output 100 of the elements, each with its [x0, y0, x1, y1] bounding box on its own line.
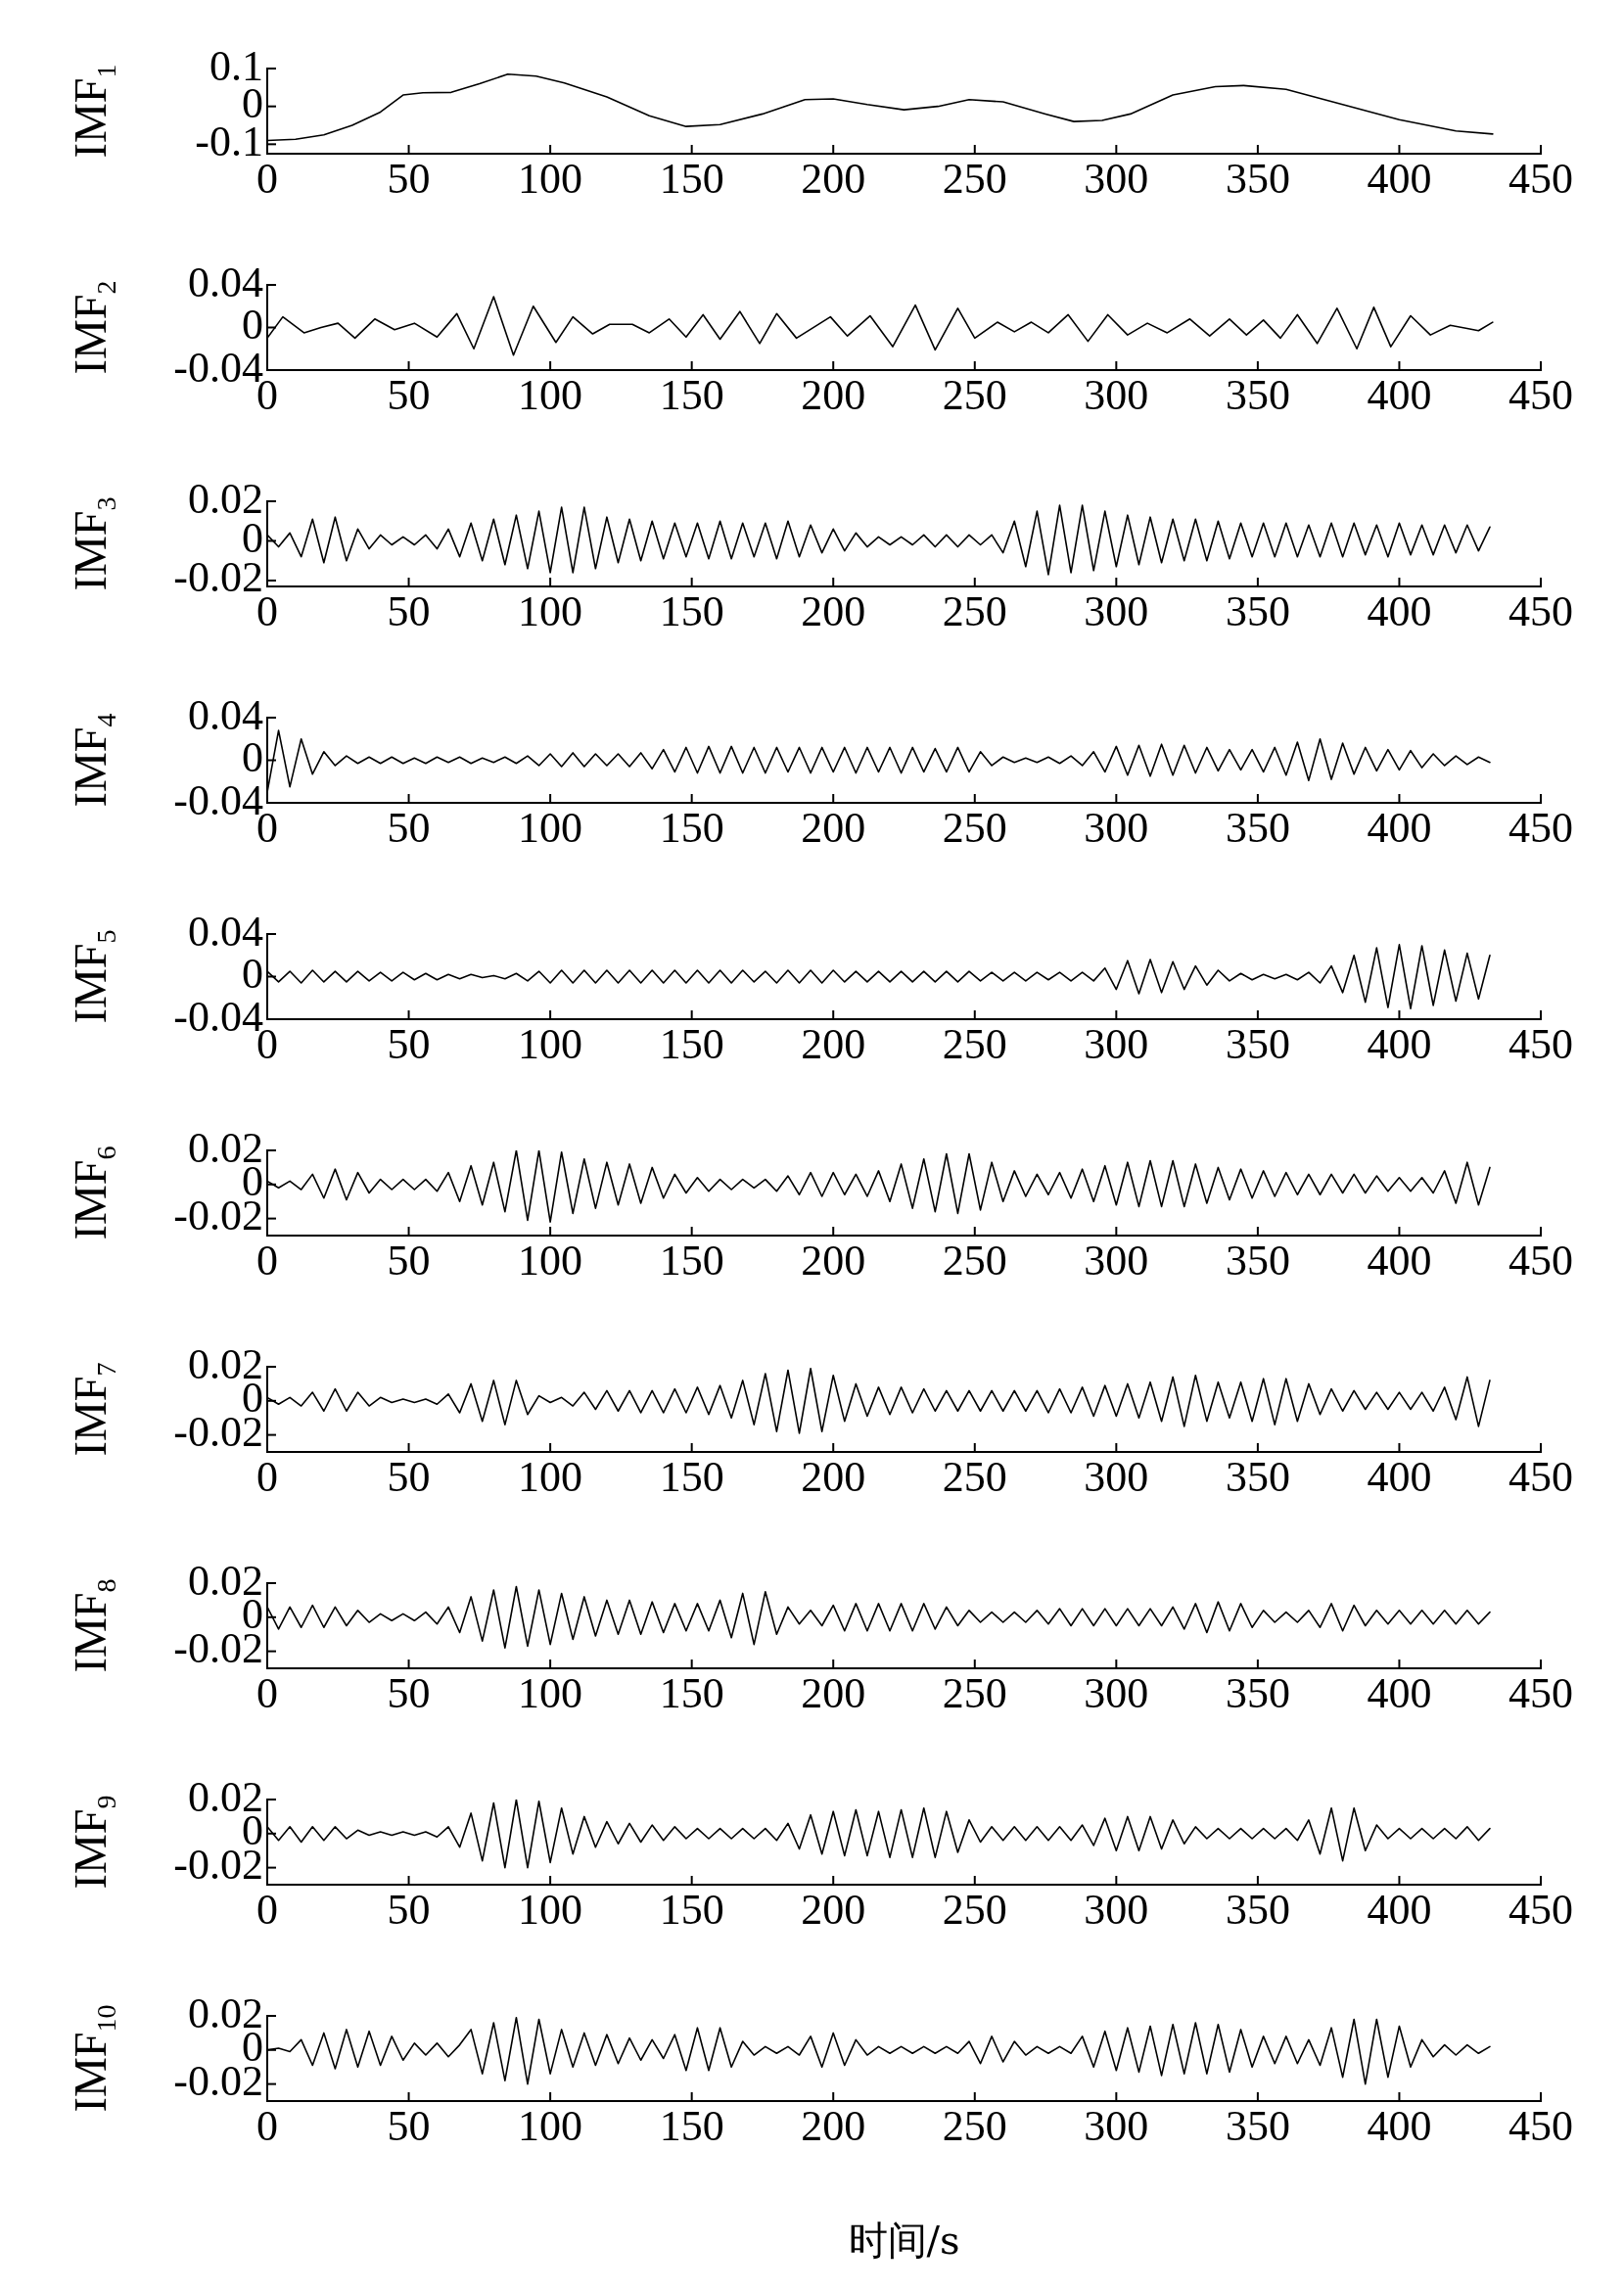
x-tick-label: 200 — [801, 1019, 866, 1068]
x-tick-label: 450 — [1508, 154, 1573, 203]
x-tick-label: 200 — [801, 154, 866, 203]
x-tick-label: 450 — [1508, 586, 1573, 635]
x-tick-label: 250 — [942, 586, 1007, 635]
x-tick-label: 200 — [801, 586, 866, 635]
y-axis-title: IMF9 — [66, 1795, 121, 1890]
x-tick-label: 400 — [1367, 154, 1432, 203]
x-tick-label: 100 — [518, 154, 583, 203]
x-tick-label: 50 — [387, 154, 431, 203]
x-tick-label: 400 — [1367, 2101, 1432, 2150]
x-tick-label: 150 — [659, 586, 724, 635]
y-axis-title: IMF5 — [66, 929, 121, 1024]
x-tick-label: 300 — [1084, 1452, 1149, 1501]
x-tick-label: 250 — [942, 2101, 1007, 2150]
x-tick-label: 250 — [942, 1236, 1007, 1285]
x-tick-label: 50 — [387, 1885, 431, 1934]
x-tick-label: 150 — [659, 1452, 724, 1501]
x-tick-label: 350 — [1225, 1452, 1290, 1501]
x-tick-label: 50 — [387, 1668, 431, 1717]
x-tick-label: 450 — [1508, 803, 1573, 852]
y-axis-title: IMF1 — [66, 64, 121, 159]
x-tick-label: 350 — [1225, 1236, 1290, 1285]
x-tick-label: 50 — [387, 1019, 431, 1068]
x-tick-label: 350 — [1225, 2101, 1290, 2150]
x-tick-label: 250 — [942, 1668, 1007, 1717]
x-tick-label: 300 — [1084, 586, 1149, 635]
x-tick-label: 450 — [1508, 1885, 1573, 1934]
x-tick-label: 400 — [1367, 1452, 1432, 1501]
y-axis-title: IMF3 — [66, 496, 121, 591]
x-tick-label: 250 — [942, 1452, 1007, 1501]
x-tick-label: 400 — [1367, 803, 1432, 852]
x-tick-label: 350 — [1225, 1885, 1290, 1934]
x-tick-label: 450 — [1508, 370, 1573, 419]
x-tick-label: 100 — [518, 803, 583, 852]
y-axis-title: IMF4 — [66, 713, 121, 808]
x-tick-label: 200 — [801, 1452, 866, 1501]
x-tick-label: 50 — [387, 586, 431, 635]
x-tick-label: 150 — [659, 1019, 724, 1068]
x-tick-label: 400 — [1367, 586, 1432, 635]
x-tick-label: 100 — [518, 1236, 583, 1285]
x-tick-label: 150 — [659, 803, 724, 852]
x-tick-label: 400 — [1367, 1885, 1432, 1934]
x-tick-label: 150 — [659, 1236, 724, 1285]
x-tick-label: 200 — [801, 803, 866, 852]
x-tick-label: 300 — [1084, 154, 1149, 203]
x-tick-label: 350 — [1225, 370, 1290, 419]
x-tick-label: 300 — [1084, 1668, 1149, 1717]
x-tick-label: 50 — [387, 370, 431, 419]
x-tick-label: 150 — [659, 2101, 724, 2150]
x-tick-label: 450 — [1508, 1019, 1573, 1068]
x-tick-label: 450 — [1508, 2101, 1573, 2150]
x-tick-label: 300 — [1084, 803, 1149, 852]
x-tick-label: 200 — [801, 1236, 866, 1285]
x-tick-label: 250 — [942, 154, 1007, 203]
x-tick-label: 150 — [659, 1885, 724, 1934]
x-tick-label: 50 — [387, 2101, 431, 2150]
x-tick-label: 450 — [1508, 1668, 1573, 1717]
y-axis-title: IMF6 — [66, 1146, 121, 1240]
x-tick-label: 250 — [942, 1019, 1007, 1068]
x-tick-label: 400 — [1367, 1236, 1432, 1285]
x-tick-label: 100 — [518, 1885, 583, 1934]
x-tick-label: 50 — [387, 1452, 431, 1501]
x-tick-label: 100 — [518, 370, 583, 419]
x-tick-label: 100 — [518, 1668, 583, 1717]
x-tick-label: 200 — [801, 1885, 866, 1934]
x-tick-label: 450 — [1508, 1236, 1573, 1285]
x-tick-label: 350 — [1225, 586, 1290, 635]
x-tick-label: 100 — [518, 2101, 583, 2150]
x-tick-label: 100 — [518, 1019, 583, 1068]
x-tick-label: 350 — [1225, 1668, 1290, 1717]
x-tick-label: 250 — [942, 1885, 1007, 1934]
y-axis-title: IMF8 — [66, 1578, 121, 1673]
x-tick-label: 300 — [1084, 1885, 1149, 1934]
x-tick-label: 50 — [387, 803, 431, 852]
y-axis-title: IMF2 — [66, 280, 121, 375]
x-tick-label: 400 — [1367, 1019, 1432, 1068]
x-tick-label: 200 — [801, 1668, 866, 1717]
x-tick-label: 300 — [1084, 2101, 1149, 2150]
x-tick-label: 350 — [1225, 1019, 1290, 1068]
x-tick-label: 250 — [942, 370, 1007, 419]
x-tick-label: 350 — [1225, 154, 1290, 203]
x-tick-label: 250 — [942, 803, 1007, 852]
x-tick-label: 300 — [1084, 1019, 1149, 1068]
x-tick-label: 200 — [801, 370, 866, 419]
x-tick-label: 400 — [1367, 370, 1432, 419]
x-tick-label: 400 — [1367, 1668, 1432, 1717]
y-axis-title: IMF10 — [66, 2004, 121, 2113]
x-tick-label: 100 — [518, 586, 583, 635]
x-tick-label: 350 — [1225, 803, 1290, 852]
x-axis-title: 时间/s — [848, 2218, 960, 2264]
x-tick-label: 150 — [659, 1668, 724, 1717]
y-axis-title: IMF7 — [66, 1362, 121, 1457]
x-tick-label: 150 — [659, 370, 724, 419]
x-tick-label: 50 — [387, 1236, 431, 1285]
x-tick-label: 450 — [1508, 1452, 1573, 1501]
x-tick-label: 300 — [1084, 370, 1149, 419]
x-tick-label: 150 — [659, 154, 724, 203]
x-tick-label: 300 — [1084, 1236, 1149, 1285]
x-tick-label: 100 — [518, 1452, 583, 1501]
